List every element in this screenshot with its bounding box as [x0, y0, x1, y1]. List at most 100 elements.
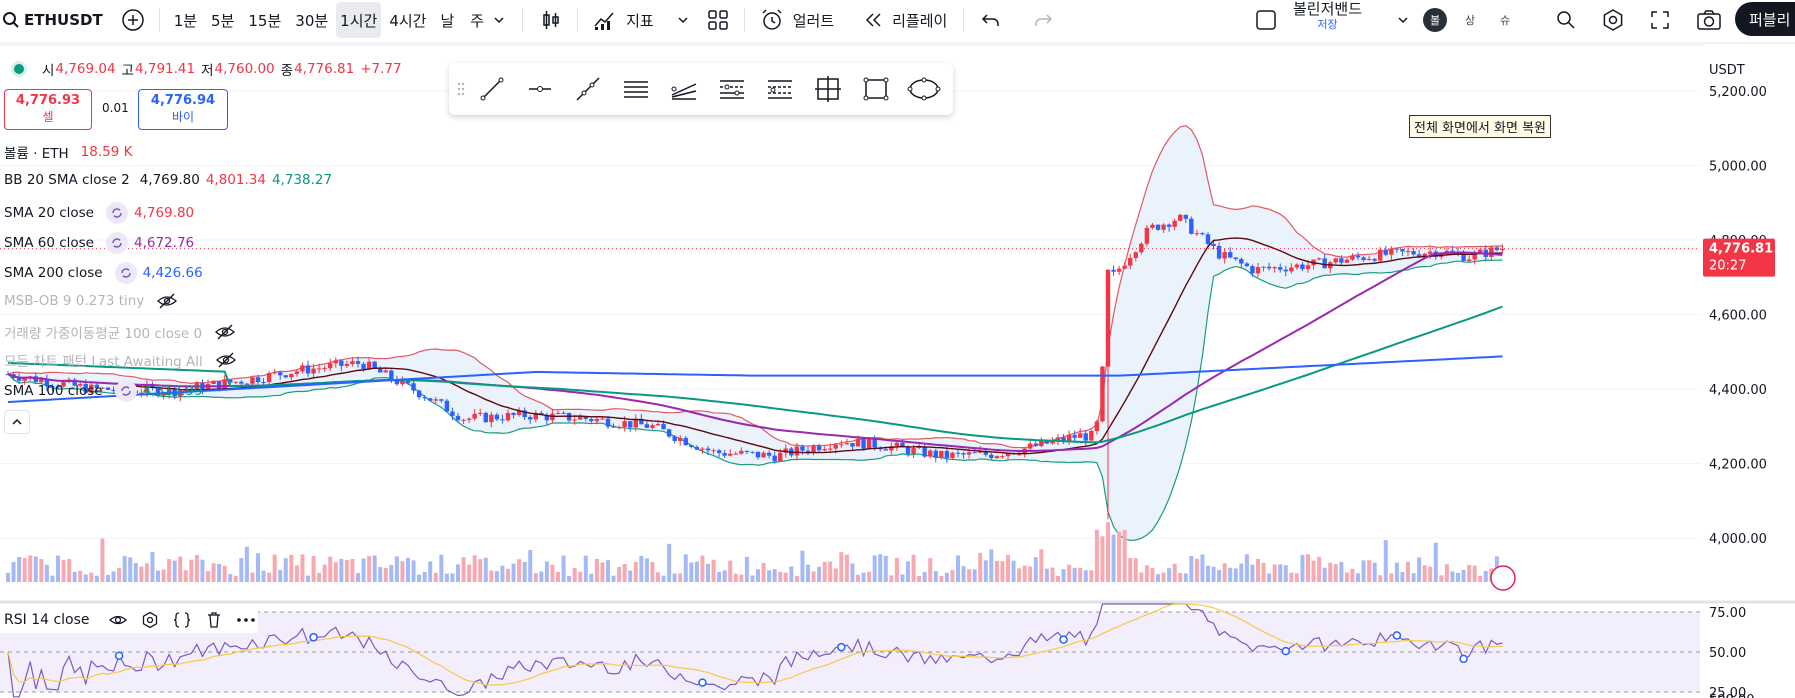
- candle-body: [750, 451, 755, 453]
- candle-body: [1178, 214, 1183, 221]
- candle-body: [694, 446, 700, 450]
- quick-search-button[interactable]: [1550, 2, 1582, 38]
- crosshair-box-tool[interactable]: [805, 69, 851, 109]
- interval-1m[interactable]: 1분: [173, 11, 198, 30]
- interval-week[interactable]: 주: [470, 11, 485, 30]
- volume-bar: [994, 560, 999, 582]
- volume-bar: [206, 571, 210, 582]
- volume-bar: [389, 564, 394, 582]
- eye-hidden-icon[interactable]: [156, 292, 178, 310]
- layout-chip-2[interactable]: 상: [1464, 14, 1476, 27]
- rsi-visibility-button[interactable]: [106, 608, 130, 632]
- eye-hidden-icon[interactable]: [215, 351, 237, 369]
- buy-button[interactable]: 4,776.94 바이: [138, 89, 228, 130]
- volume-bar: [39, 559, 44, 582]
- rsi-signal-marker: [1059, 635, 1068, 644]
- volume-bar: [622, 563, 627, 582]
- volume-bar: [956, 555, 960, 582]
- layout-toggle[interactable]: [1250, 2, 1282, 38]
- layout-chip-1[interactable]: 볼: [1423, 8, 1447, 32]
- volume-bar: [650, 561, 655, 582]
- templates-button[interactable]: [702, 2, 734, 38]
- interval-day[interactable]: 날: [440, 11, 455, 30]
- volume-bar: [33, 556, 38, 582]
- drag-handle-icon[interactable]: [457, 79, 467, 99]
- sync-icon[interactable]: [114, 380, 137, 402]
- volume-bar: [1178, 572, 1183, 582]
- rsi-settings-button[interactable]: [138, 608, 162, 632]
- volume-bar: [239, 558, 244, 582]
- undo-button[interactable]: [976, 2, 1006, 38]
- volume-bar: [667, 543, 672, 582]
- volume-bar: [111, 571, 116, 582]
- volume-bar: [1328, 562, 1333, 582]
- layout-name-group[interactable]: 볼린저밴드 저장: [1293, 2, 1362, 32]
- volume-bar: [300, 554, 305, 582]
- interval-5m[interactable]: 5분: [211, 11, 235, 30]
- candle-body: [705, 448, 711, 451]
- rsi-source-code-button[interactable]: [170, 608, 194, 632]
- horizontal-ray-tool[interactable]: [517, 69, 563, 109]
- rectangle-tool[interactable]: [853, 69, 899, 109]
- alert-button[interactable]: 얼러트: [755, 2, 838, 38]
- interval-1h[interactable]: 1시간: [336, 2, 382, 38]
- interval-15m[interactable]: 15분: [248, 11, 282, 30]
- fib-retracement-tool[interactable]: [709, 69, 755, 109]
- volume-bar: [383, 567, 388, 582]
- fib-fan-tool[interactable]: [661, 69, 707, 109]
- interval-4h[interactable]: 4시간: [389, 11, 427, 30]
- snapshot-button[interactable]: [1692, 2, 1726, 38]
- fullscreen-button[interactable]: [1645, 2, 1675, 38]
- volume-bar: [578, 571, 583, 582]
- volume-bar: [933, 571, 938, 582]
- interval-30m[interactable]: 30분: [295, 11, 329, 30]
- sma60-legend: SMA 60 close 4,672.76: [4, 232, 194, 254]
- sync-icon[interactable]: [114, 262, 137, 284]
- interval-dropdown[interactable]: [488, 2, 510, 38]
- divider: [522, 8, 524, 32]
- candle-body: [1244, 263, 1250, 267]
- indicators-dropdown[interactable]: [672, 2, 694, 38]
- indicators-button[interactable]: 지표: [588, 2, 658, 38]
- sync-icon[interactable]: [106, 202, 128, 224]
- layout-name: 볼린저밴드: [1293, 0, 1363, 18]
- volume-bar: [1139, 572, 1144, 582]
- layout-chip-3[interactable]: 슈: [1499, 14, 1511, 27]
- fib-extension-tool[interactable]: [757, 69, 803, 109]
- candle-body: [655, 423, 661, 426]
- collapse-legend-button[interactable]: [4, 410, 30, 434]
- sell-button[interactable]: 4,776.93 셀: [4, 89, 92, 130]
- extended-line-tool[interactable]: [565, 69, 611, 109]
- candle-body: [278, 372, 283, 376]
- price-chart[interactable]: 5,200.005,000.004,800.004,600.004,400.00…: [0, 44, 1795, 698]
- trend-line-tool[interactable]: [469, 69, 515, 109]
- chart-type-button[interactable]: [535, 2, 567, 38]
- chart-area[interactable]: 5,200.005,000.004,800.004,600.004,400.00…: [0, 44, 1795, 698]
- layout-status: 저장: [1317, 18, 1338, 31]
- candle-body: [1283, 269, 1288, 272]
- volume-bar: [1006, 554, 1010, 582]
- volume-bar: [1239, 563, 1244, 582]
- rsi-remove-button[interactable]: [202, 608, 226, 632]
- redo-button[interactable]: [1028, 2, 1058, 38]
- countdown-label: 20:27: [1709, 259, 1746, 274]
- sync-icon[interactable]: [106, 232, 128, 254]
- publish-button[interactable]: 퍼블리: [1735, 2, 1795, 36]
- candle-body: [1378, 249, 1383, 261]
- eye-hidden-icon[interactable]: [214, 323, 236, 341]
- ellipse-tool[interactable]: [901, 69, 947, 109]
- volume-bar: [339, 558, 344, 582]
- parallel-channel-tool[interactable]: [613, 69, 659, 109]
- rsi-more-button[interactable]: [234, 608, 258, 632]
- layout-dropdown[interactable]: [1392, 2, 1414, 38]
- volume-bar: [172, 560, 177, 582]
- compare-symbol-button[interactable]: [117, 2, 149, 38]
- volume-bar: [106, 574, 110, 582]
- replay-button[interactable]: 리플레이: [858, 2, 951, 38]
- settings-button[interactable]: [1597, 2, 1629, 38]
- candle-body: [1172, 220, 1177, 227]
- volume-bar: [639, 555, 644, 582]
- candle-body: [461, 419, 466, 421]
- symbol-search[interactable]: ETHUSDT: [0, 2, 107, 38]
- candle-body: [89, 384, 94, 393]
